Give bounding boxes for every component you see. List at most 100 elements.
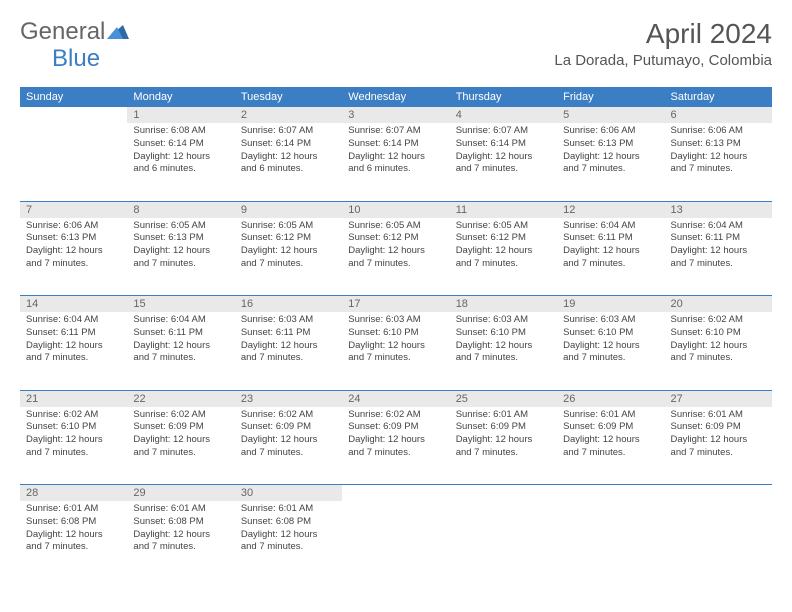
day-details: [450, 501, 557, 507]
day-cell: Sunrise: 6:05 AMSunset: 6:13 PMDaylight:…: [127, 218, 234, 296]
detail-line: and 6 minutes.: [241, 163, 336, 176]
day-details: Sunrise: 6:04 AMSunset: 6:11 PMDaylight:…: [665, 218, 772, 275]
day-cell: Sunrise: 6:01 AMSunset: 6:09 PMDaylight:…: [665, 407, 772, 485]
detail-line: Daylight: 12 hours: [133, 340, 228, 353]
detail-line: Sunset: 6:08 PM: [26, 516, 121, 529]
day-number: 11: [450, 201, 557, 218]
detail-line: Sunrise: 6:07 AM: [456, 125, 551, 138]
day-cell: Sunrise: 6:01 AMSunset: 6:09 PMDaylight:…: [450, 407, 557, 485]
detail-line: Sunrise: 6:01 AM: [133, 503, 228, 516]
col-header-sunday: Sunday: [20, 87, 127, 107]
day-cell: Sunrise: 6:04 AMSunset: 6:11 PMDaylight:…: [127, 312, 234, 390]
day-details: Sunrise: 6:07 AMSunset: 6:14 PMDaylight:…: [450, 123, 557, 180]
detail-line: Daylight: 12 hours: [241, 340, 336, 353]
day-number: 24: [342, 390, 449, 407]
day-details: Sunrise: 6:01 AMSunset: 6:08 PMDaylight:…: [20, 501, 127, 558]
detail-line: Daylight: 12 hours: [133, 434, 228, 447]
day-details: Sunrise: 6:07 AMSunset: 6:14 PMDaylight:…: [342, 123, 449, 180]
detail-line: Sunrise: 6:02 AM: [241, 409, 336, 422]
logo-text-blue: Blue: [52, 45, 100, 73]
detail-line: Daylight: 12 hours: [348, 245, 443, 258]
day-details: Sunrise: 6:01 AMSunset: 6:08 PMDaylight:…: [235, 501, 342, 558]
day-cell: Sunrise: 6:03 AMSunset: 6:10 PMDaylight:…: [557, 312, 664, 390]
detail-line: Daylight: 12 hours: [241, 529, 336, 542]
logo: General: [20, 18, 131, 46]
day-cell: Sunrise: 6:07 AMSunset: 6:14 PMDaylight:…: [450, 123, 557, 201]
day-number: 4: [450, 107, 557, 123]
day-number: 14: [20, 296, 127, 313]
day-cell: Sunrise: 6:04 AMSunset: 6:11 PMDaylight:…: [557, 218, 664, 296]
detail-line: Sunrise: 6:06 AM: [26, 220, 121, 233]
detail-line: Sunrise: 6:05 AM: [348, 220, 443, 233]
detail-line: Sunrise: 6:01 AM: [26, 503, 121, 516]
detail-line: Sunset: 6:10 PM: [456, 327, 551, 340]
detail-line: and 7 minutes.: [671, 163, 766, 176]
day-cell: Sunrise: 6:05 AMSunset: 6:12 PMDaylight:…: [450, 218, 557, 296]
detail-line: Daylight: 12 hours: [241, 245, 336, 258]
detail-line: and 6 minutes.: [348, 163, 443, 176]
detail-line: and 7 minutes.: [26, 447, 121, 460]
detail-line: Sunset: 6:09 PM: [133, 421, 228, 434]
detail-line: and 7 minutes.: [671, 447, 766, 460]
day-cell: Sunrise: 6:06 AMSunset: 6:13 PMDaylight:…: [665, 123, 772, 201]
location: La Dorada, Putumayo, Colombia: [554, 52, 772, 69]
detail-line: Sunset: 6:14 PM: [133, 138, 228, 151]
day-cell: [20, 123, 127, 201]
day-details: Sunrise: 6:07 AMSunset: 6:14 PMDaylight:…: [235, 123, 342, 180]
detail-line: and 7 minutes.: [348, 258, 443, 271]
day-number: 26: [557, 390, 664, 407]
detail-line: Sunset: 6:14 PM: [456, 138, 551, 151]
day-cell: Sunrise: 6:01 AMSunset: 6:08 PMDaylight:…: [127, 501, 234, 579]
calendar-table: SundayMondayTuesdayWednesdayThursdayFrid…: [20, 87, 772, 107]
day-number: 18: [450, 296, 557, 313]
detail-line: and 7 minutes.: [26, 258, 121, 271]
day-cell: [450, 501, 557, 579]
day-cell: Sunrise: 6:04 AMSunset: 6:11 PMDaylight:…: [20, 312, 127, 390]
day-cell: Sunrise: 6:01 AMSunset: 6:09 PMDaylight:…: [557, 407, 664, 485]
day-details: Sunrise: 6:04 AMSunset: 6:11 PMDaylight:…: [20, 312, 127, 369]
detail-line: Sunrise: 6:01 AM: [563, 409, 658, 422]
detail-line: Daylight: 12 hours: [563, 245, 658, 258]
day-number: 28: [20, 485, 127, 502]
day-number: 9: [235, 201, 342, 218]
detail-line: Sunrise: 6:04 AM: [26, 314, 121, 327]
day-cell: [557, 501, 664, 579]
detail-line: Sunrise: 6:07 AM: [241, 125, 336, 138]
detail-line: Daylight: 12 hours: [456, 151, 551, 164]
detail-line: Sunset: 6:11 PM: [241, 327, 336, 340]
day-cell: Sunrise: 6:02 AMSunset: 6:10 PMDaylight:…: [20, 407, 127, 485]
detail-line: Sunset: 6:13 PM: [563, 138, 658, 151]
detail-line: and 7 minutes.: [563, 163, 658, 176]
col-header-friday: Friday: [557, 87, 664, 107]
day-cell: Sunrise: 6:03 AMSunset: 6:10 PMDaylight:…: [450, 312, 557, 390]
detail-line: and 6 minutes.: [133, 163, 228, 176]
calendar-body: 123456Sunrise: 6:08 AMSunset: 6:14 PMDay…: [20, 107, 772, 579]
day-number: 30: [235, 485, 342, 502]
day-cell: Sunrise: 6:03 AMSunset: 6:11 PMDaylight:…: [235, 312, 342, 390]
detail-line: Daylight: 12 hours: [241, 434, 336, 447]
day-number: 6: [665, 107, 772, 123]
day-number: 21: [20, 390, 127, 407]
day-number: [342, 485, 449, 502]
day-details: Sunrise: 6:02 AMSunset: 6:09 PMDaylight:…: [127, 407, 234, 464]
detail-line: Daylight: 12 hours: [133, 151, 228, 164]
day-number: [665, 485, 772, 502]
detail-line: Sunrise: 6:06 AM: [671, 125, 766, 138]
day-cell: Sunrise: 6:06 AMSunset: 6:13 PMDaylight:…: [557, 123, 664, 201]
detail-line: and 7 minutes.: [563, 258, 658, 271]
day-cell: [342, 501, 449, 579]
detail-line: Sunrise: 6:03 AM: [456, 314, 551, 327]
detail-line: and 7 minutes.: [563, 447, 658, 460]
detail-line: and 7 minutes.: [456, 163, 551, 176]
day-number: 22: [127, 390, 234, 407]
day-number: 25: [450, 390, 557, 407]
day-number: 17: [342, 296, 449, 313]
day-details: Sunrise: 6:02 AMSunset: 6:10 PMDaylight:…: [665, 312, 772, 369]
detail-line: Sunrise: 6:02 AM: [26, 409, 121, 422]
detail-line: and 7 minutes.: [456, 258, 551, 271]
detail-line: Daylight: 12 hours: [671, 340, 766, 353]
detail-line: Sunset: 6:08 PM: [133, 516, 228, 529]
detail-line: and 7 minutes.: [133, 447, 228, 460]
day-number: 8: [127, 201, 234, 218]
col-header-monday: Monday: [127, 87, 234, 107]
